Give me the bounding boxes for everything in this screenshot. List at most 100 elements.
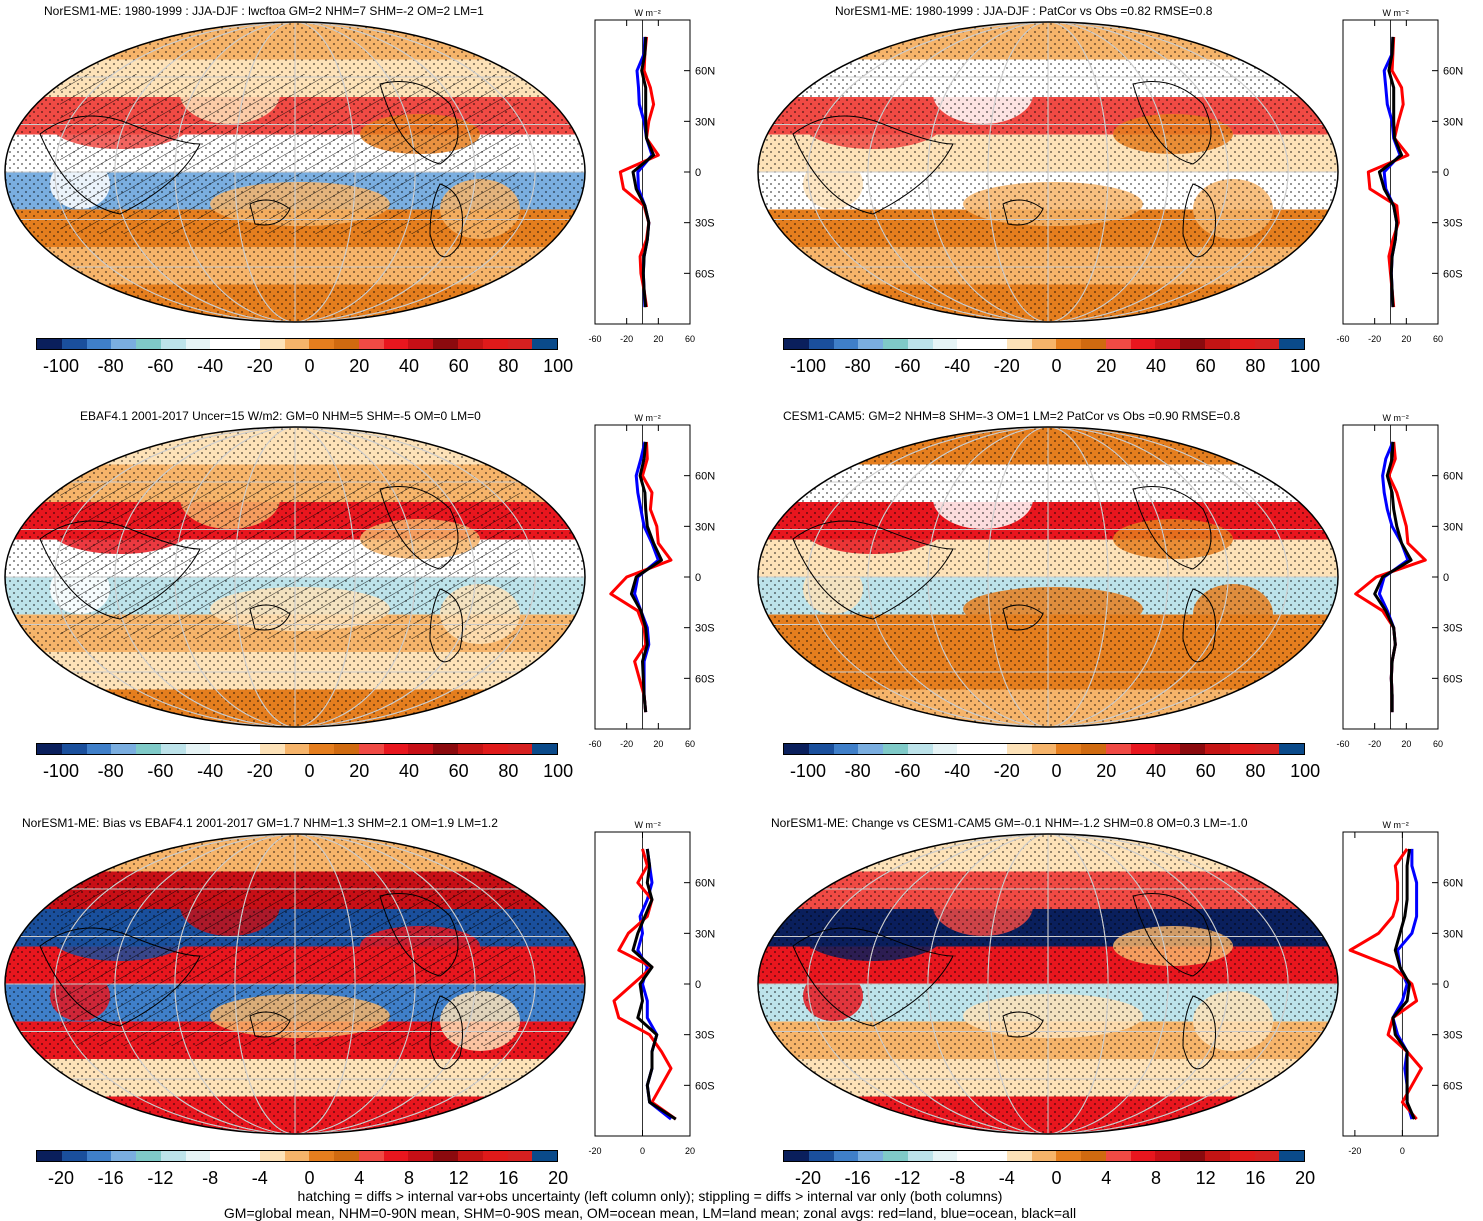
- lat-tick-label: 30S: [1443, 218, 1463, 230]
- colorbar-tick-label: 60: [1195, 761, 1216, 781]
- coastline: [379, 893, 459, 977]
- colorbar-tick-label: 60: [448, 356, 469, 376]
- colorbar-swatch: [383, 1151, 409, 1161]
- colorbar-swatch: [334, 339, 359, 349]
- colorbar-tick-label: 20: [1295, 1168, 1316, 1188]
- colorbar-swatch: [433, 339, 459, 349]
- colorbar-tick-label: -12: [147, 1168, 174, 1188]
- colorbar-swatch: [1180, 1151, 1206, 1161]
- colorbar-tick-label: -8: [949, 1168, 966, 1188]
- panel-2: NorESM1-ME: 1980-1999 : JJA-DJF : PatCor…: [745, 0, 1483, 400]
- colorbar-swatch: [160, 744, 186, 754]
- colorbar-swatch: [957, 339, 983, 349]
- colorbar-tick-label: -4: [251, 1168, 268, 1188]
- map-border: [757, 833, 1339, 1135]
- colorbar-tick-label: 80: [1245, 356, 1266, 376]
- x-tick-label: 20: [1401, 739, 1411, 749]
- graticule-lon: [987, 427, 1109, 727]
- graticule-lon: [867, 22, 1229, 322]
- graticule-lon: [867, 834, 1229, 1134]
- panel-title: CESM1-CAM5: GM=2 NHM=8 SHM=-3 OM=1 LM=2 …: [783, 409, 1241, 423]
- colorbar-tick-label: -12: [894, 1168, 921, 1188]
- colorbar-swatch: [259, 339, 285, 349]
- colorbar-swatch: [309, 339, 335, 349]
- coastline: [39, 927, 201, 1027]
- zonal-series-land: [1348, 848, 1423, 1121]
- colorbar-tick-label: 12: [1195, 1168, 1216, 1188]
- colorbar-swatch: [61, 1151, 87, 1161]
- lat-tick-label: 0: [1443, 572, 1449, 584]
- x-tick-label: -20: [1348, 1146, 1361, 1156]
- colorbar-tick-label: -40: [197, 356, 224, 376]
- colorbar-swatch: [532, 744, 558, 754]
- colorbar-swatch: [1254, 339, 1280, 349]
- graticule-lon: [54, 834, 536, 1134]
- colorbar-swatch: [1180, 339, 1206, 349]
- colorbar-tick-label: 80: [498, 761, 519, 781]
- panel-6: NorESM1-ME: Change vs CESM1-CAM5 GM=-0.1…: [745, 812, 1483, 1192]
- colorbar-swatch: [858, 744, 884, 754]
- colorbar-labels: -100 -80 -60 -40 -20 0 20 40 60 80 100: [783, 761, 1320, 783]
- colorbar-tick-label: 80: [498, 356, 519, 376]
- lat-tick-label: 0: [1443, 979, 1449, 991]
- map-border: [4, 426, 586, 728]
- x-tick-label: 20: [1401, 334, 1411, 344]
- colorbar-swatch: [185, 1151, 211, 1161]
- colorbar-swatch: [37, 1151, 62, 1161]
- colorbar-swatch: [284, 339, 310, 349]
- colorbar-tick-label: -20: [993, 356, 1020, 376]
- map-border: [757, 21, 1339, 323]
- lat-tick-label: 30N: [1443, 928, 1463, 940]
- lat-tick-label: 30S: [695, 1030, 715, 1042]
- lat-tick-label: 60N: [1443, 878, 1463, 890]
- zonal-unit-label: W m⁻²: [1383, 8, 1409, 18]
- colorbar-swatch: [458, 339, 483, 349]
- colorbar-tick-label: 80: [1245, 761, 1266, 781]
- colorbar-swatch: [1229, 744, 1255, 754]
- zonal-series-all: [631, 848, 677, 1121]
- coastline: [249, 199, 291, 226]
- colorbar-swatch: [235, 744, 260, 754]
- graticule-lon: [987, 834, 1109, 1134]
- colorbar-swatch: [408, 339, 434, 349]
- colorbar-swatch: [1031, 1151, 1057, 1161]
- colorbar-swatch: [235, 1151, 260, 1161]
- colorbar-swatch: [932, 339, 958, 349]
- graticule-lon: [234, 834, 356, 1134]
- coastline: [1182, 995, 1216, 1070]
- graticule-lon: [54, 427, 536, 727]
- colorbar-swatch: [160, 339, 186, 349]
- zonal-series-land: [618, 36, 660, 308]
- colorbar-swatch: [784, 339, 809, 349]
- colorbar-swatch: [136, 339, 161, 349]
- colorbar-tick-label: -80: [844, 761, 871, 781]
- colorbar-swatch: [185, 339, 211, 349]
- footer-line-2: GM=global mean, NHM=0-90N mean, SHM=0-90…: [223, 1205, 1077, 1221]
- coastline: [792, 115, 954, 215]
- colorbar-swatch: [185, 744, 211, 754]
- zonal-series-all: [631, 36, 656, 308]
- graticule-lon: [867, 427, 1229, 727]
- panel-5: NorESM1-ME: Bias vs EBAF4.1 2001-2017 GM…: [0, 812, 740, 1192]
- colorbar-swatch: [284, 1151, 310, 1161]
- graticule-lon: [807, 834, 1289, 1134]
- colorbar-swatch: [358, 339, 384, 349]
- colorbar-tick-label: -100: [42, 761, 79, 781]
- lat-tick-label: 30S: [695, 623, 715, 635]
- colorbar-swatch: [210, 339, 236, 349]
- coastline: [249, 1011, 291, 1038]
- graticule-lon: [174, 834, 416, 1134]
- lat-tick-label: 60S: [1443, 268, 1463, 280]
- colorbar-swatch: [458, 744, 483, 754]
- colorbar-tick-label: 100: [1290, 761, 1321, 781]
- colorbar-swatch: [433, 1151, 459, 1161]
- colorbar-tick-label: 20: [1096, 761, 1117, 781]
- zonal-plot-2: W m⁻² 60N 30N 0 30S 60S -60 -20 20 60: [1336, 8, 1463, 344]
- colorbar-tick-label: 0: [1051, 761, 1062, 781]
- colorbar-swatch: [111, 1151, 137, 1161]
- colorbar-swatch: [907, 1151, 933, 1161]
- x-tick-label: -60: [1336, 334, 1349, 344]
- x-tick-label: -60: [588, 739, 601, 749]
- lat-tick-label: 0: [1443, 167, 1449, 179]
- colorbar-swatch: [883, 339, 908, 349]
